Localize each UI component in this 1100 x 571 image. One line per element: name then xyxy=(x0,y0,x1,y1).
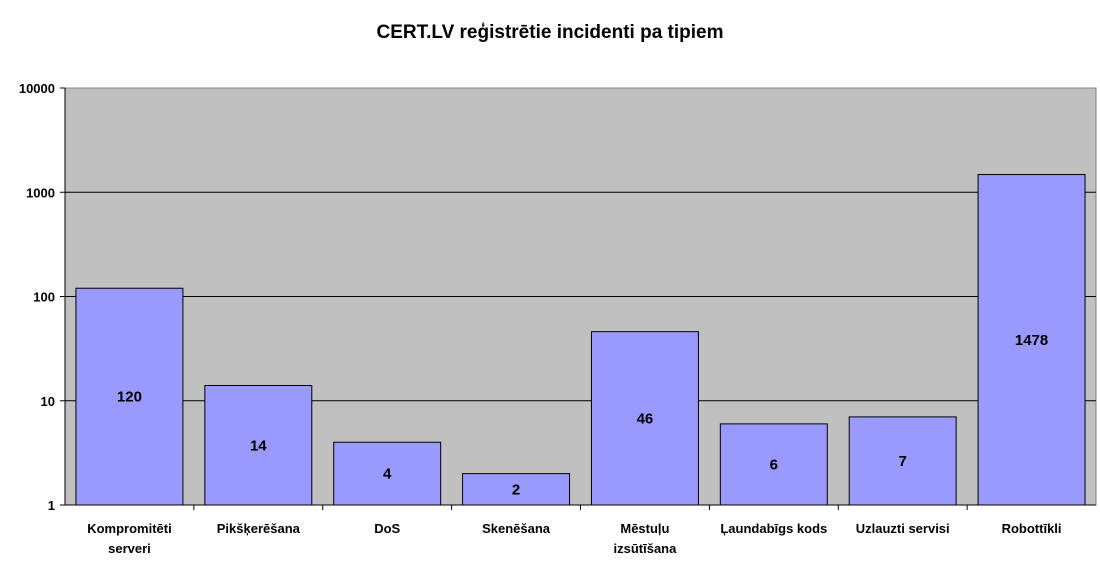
x-tick-label: DoS xyxy=(374,521,400,536)
y-tick-label: 1000 xyxy=(26,185,55,200)
bar xyxy=(462,473,571,506)
bar xyxy=(977,174,1086,506)
chart-title: CERT.LV reģistrētie incidenti pa tipiem xyxy=(376,22,724,43)
x-tick-label: Kompromitēti serveri xyxy=(87,521,172,556)
bar xyxy=(848,416,957,506)
x-tick-label: Skenēšana xyxy=(482,521,551,536)
data-label: 46 xyxy=(637,410,654,427)
y-tick-label: 10 xyxy=(41,394,55,409)
data-label: 2 xyxy=(512,481,520,498)
bar xyxy=(590,331,699,506)
x-tick-label: Mēstuļu izsūtīšana xyxy=(614,521,678,556)
y-tick-label: 100 xyxy=(33,290,55,305)
data-label: 6 xyxy=(770,456,778,473)
bar xyxy=(333,441,442,506)
bar xyxy=(719,423,828,506)
x-tick-label: Uzlauzti servisi xyxy=(856,521,950,536)
data-label: 14 xyxy=(250,437,267,454)
data-label: 7 xyxy=(899,453,907,470)
x-tick-label: Pikšķerēšana xyxy=(217,521,301,536)
y-tick-label: 1 xyxy=(48,498,55,513)
data-label: 120 xyxy=(117,389,142,406)
x-tick-label: Robottīkli xyxy=(1002,521,1062,536)
y-tick-label: 10000 xyxy=(19,81,55,96)
bar xyxy=(75,287,184,506)
bar xyxy=(204,385,313,506)
labels: 1 10 100 1000 10000 120 Kompromitēti serveri 14 P… xyxy=(19,81,1062,556)
bars xyxy=(75,174,1086,506)
data-label: 4 xyxy=(383,466,392,483)
x-tick-label: Ļaundabīgs kods xyxy=(720,521,827,536)
data-label: 1478 xyxy=(1015,332,1048,349)
